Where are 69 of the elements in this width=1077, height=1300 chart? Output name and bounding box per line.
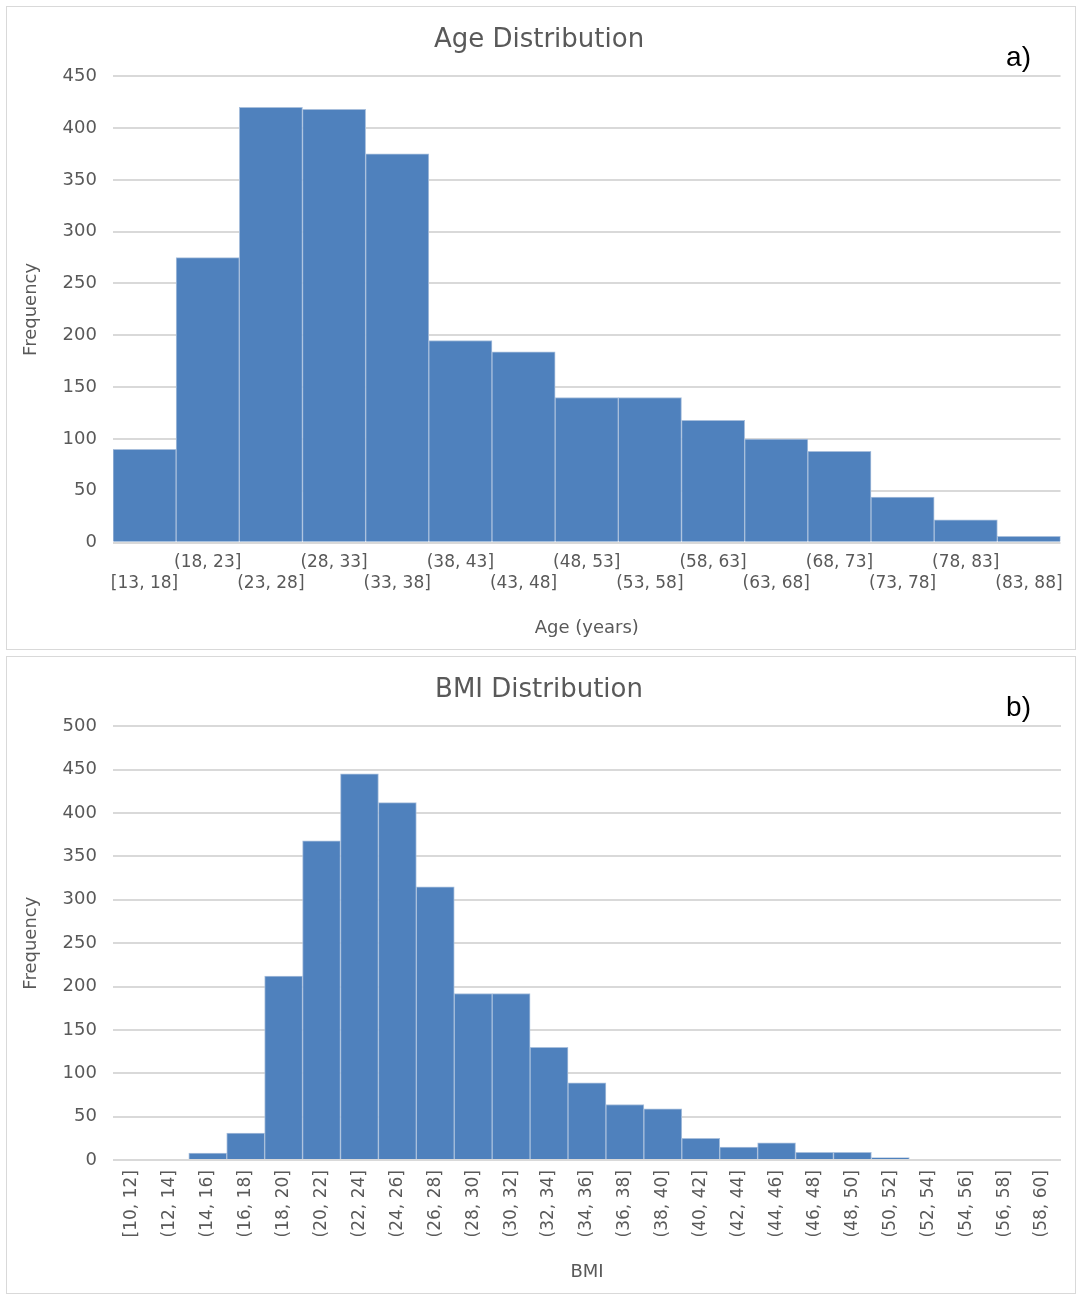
y-tick-label: 450 (62, 63, 97, 85)
x-tick-label: (42, 44] (727, 1170, 748, 1238)
x-tick-label: (14, 16] (196, 1170, 217, 1238)
x-tick-label: (20, 22] (309, 1170, 330, 1238)
x-tick-label: (78, 83] (932, 551, 1000, 572)
x-tick-label: (83, 88] (995, 571, 1063, 592)
x-tick-label: (18, 20] (272, 1170, 293, 1238)
x-tick-label: (58, 63] (679, 551, 747, 572)
text: b) (1006, 691, 1031, 723)
text: a) (1006, 41, 1031, 73)
y-tick-label: 150 (62, 1017, 97, 1039)
chart-title: Age Distribution (433, 23, 645, 54)
x-tick-label: (18, 23] (174, 551, 242, 572)
x-tick-label: (50, 52] (878, 1170, 899, 1238)
x-tick-label: (38, 40] (651, 1170, 672, 1238)
chart-title: BMI Distribution (435, 673, 643, 704)
x-tick-label: (43, 48] (489, 571, 558, 592)
y-tick-label: 350 (62, 167, 97, 189)
x-tick-label: (30, 32] (499, 1170, 520, 1238)
x-tick-label: [10, 12] (120, 1170, 141, 1238)
x-tick-label: [13, 18] (110, 571, 179, 592)
x-tick-label: (58, 60] (1030, 1170, 1051, 1238)
y-axis-title: Frequency (19, 262, 41, 356)
y-tick-label: 150 (62, 374, 97, 396)
x-tick-label: (26, 28] (423, 1170, 444, 1238)
x-tick-label: (23, 28] (237, 571, 305, 592)
y-tick-label: 200 (62, 322, 97, 344)
y-tick-label: 300 (62, 887, 97, 909)
x-tick-label: (56, 58] (992, 1170, 1013, 1238)
x-tick-label: (40, 42] (689, 1170, 710, 1238)
x-tick-label: (44, 46] (765, 1170, 786, 1238)
x-tick-label: (38, 43] (426, 551, 495, 572)
x-tick-label: (16, 18] (234, 1170, 255, 1238)
x-axis-title: Age (years) (534, 615, 639, 637)
x-tick-label: (54, 56] (954, 1170, 975, 1238)
y-tick-label: 250 (62, 930, 97, 952)
x-tick-label: (46, 48] (802, 1170, 823, 1238)
y-tick-label: 500 (62, 713, 97, 735)
y-tick-label: 100 (62, 1060, 97, 1082)
y-tick-label: 0 (85, 1147, 97, 1169)
y-tick-label: 100 (62, 426, 97, 448)
y-tick-label: 0 (85, 530, 97, 552)
x-tick-label: (73, 78] (868, 571, 937, 592)
y-tick-label: 350 (62, 844, 97, 866)
x-tick-label: (24, 26] (385, 1170, 406, 1238)
x-tick-label: (28, 30] (461, 1170, 482, 1238)
x-tick-label: (22, 24] (347, 1170, 368, 1238)
y-tick-label: 250 (62, 271, 97, 293)
y-tick-label: 300 (62, 219, 97, 241)
y-tick-label: 50 (74, 478, 97, 500)
x-tick-label: (36, 38] (613, 1170, 634, 1238)
x-tick-label: (32, 34] (537, 1170, 558, 1238)
x-tick-label: (48, 50] (840, 1170, 861, 1238)
y-axis-title: Frequency (19, 896, 41, 990)
x-tick-label: (68, 73] (805, 551, 874, 572)
y-tick-label: 400 (62, 115, 97, 137)
x-tick-label: (33, 38] (363, 571, 431, 592)
y-tick-label: 450 (62, 757, 97, 779)
x-tick-label: (34, 36] (575, 1170, 596, 1238)
x-tick-label: (12, 14] (158, 1170, 179, 1238)
x-tick-label: (28, 33] (300, 551, 368, 572)
x-tick-label: (48, 53] (553, 551, 621, 572)
y-tick-label: 200 (62, 974, 97, 996)
x-tick-label: (63, 68] (742, 571, 810, 592)
x-tick-label: (52, 54] (916, 1170, 937, 1238)
x-axis-title: BMI (570, 1259, 604, 1281)
y-tick-label: 50 (74, 1104, 97, 1126)
y-tick-label: 400 (62, 800, 97, 822)
x-tick-label: (53, 58] (616, 571, 684, 592)
